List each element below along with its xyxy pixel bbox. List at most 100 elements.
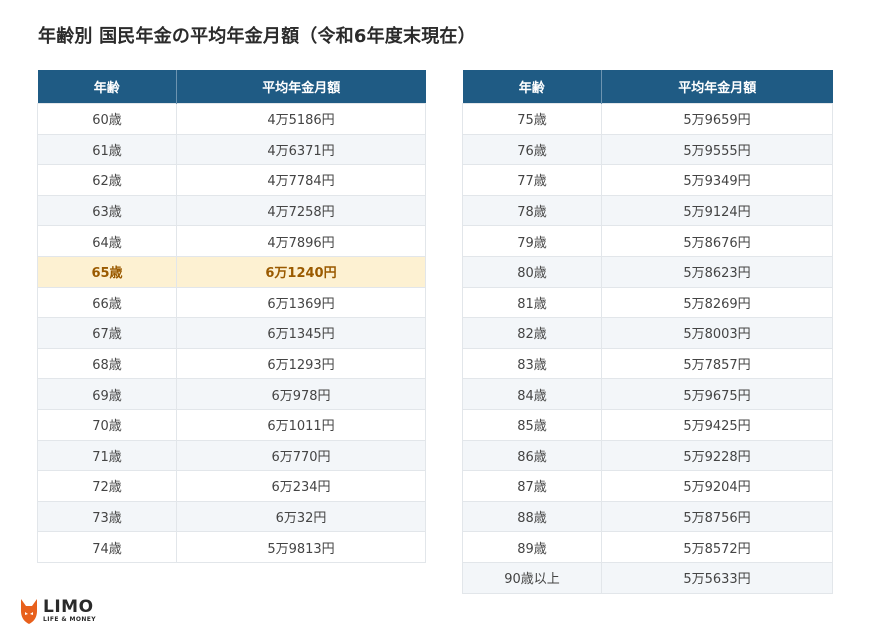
amount-cell: 6万1011円 xyxy=(176,408,426,441)
age-cell: 90歳以上 xyxy=(462,561,602,594)
age-cell: 88歳 xyxy=(462,500,602,533)
table-row: 64歳 4万7896円 xyxy=(37,225,426,257)
amount-cell: 4万7896円 xyxy=(176,225,426,257)
table-row: 67歳 6万1345円 xyxy=(37,317,426,349)
table-row-highlighted: 65歳 6万1240円 xyxy=(37,255,426,288)
amount-cell: 5万9425円 xyxy=(601,408,833,441)
amount-cell: 5万9124円 xyxy=(601,194,833,227)
amount-cell: 5万9349円 xyxy=(601,164,833,196)
amount-cell: 6万770円 xyxy=(176,439,426,472)
amount-cell: 6万1369円 xyxy=(176,286,426,319)
table-row: 73歳 6万32円 xyxy=(37,500,426,533)
age-cell: 70歳 xyxy=(37,408,177,441)
table-row: 80歳 5万8623円 xyxy=(462,255,833,288)
amount-cell: 5万9813円 xyxy=(176,531,426,563)
age-cell: 78歳 xyxy=(462,194,602,227)
column-header-amount: 平均年金月額 xyxy=(601,70,833,104)
amount-cell: 4万7784円 xyxy=(176,164,426,196)
table-row: 69歳 6万978円 xyxy=(37,378,426,410)
page-title: 年齢別 国民年金の平均年金月額（令和6年度末現在） xyxy=(38,26,476,47)
table-row: 71歳 6万770円 xyxy=(37,439,426,472)
logo-name: LIMO xyxy=(43,597,94,617)
table-row: 62歳 4万7784円 xyxy=(37,164,426,196)
table-row: 87歳 5万9204円 xyxy=(462,470,833,502)
age-cell: 61歳 xyxy=(37,133,177,166)
amount-cell: 5万8269円 xyxy=(601,286,833,319)
amount-cell: 5万9659円 xyxy=(601,103,833,135)
age-cell: 76歳 xyxy=(462,133,602,166)
age-cell: 66歳 xyxy=(37,286,177,319)
amount-cell: 5万9204円 xyxy=(601,470,833,502)
table-row: 78歳 5万9124円 xyxy=(462,194,833,227)
column-header-amount: 平均年金月額 xyxy=(176,70,426,104)
age-cell: 85歳 xyxy=(462,408,602,441)
amount-cell: 5万8756円 xyxy=(601,500,833,533)
age-cell: 84歳 xyxy=(462,378,602,410)
age-cell: 89歳 xyxy=(462,531,602,563)
table-row: 83歳 5万7857円 xyxy=(462,347,833,380)
table-row: 85歳 5万9425円 xyxy=(462,408,833,441)
amount-cell: 5万9228円 xyxy=(601,439,833,472)
table-row: 81歳 5万8269円 xyxy=(462,286,833,319)
amount-cell: 5万8572円 xyxy=(601,531,833,563)
amount-cell: 4万7258円 xyxy=(176,194,426,227)
age-cell: 75歳 xyxy=(462,103,602,135)
age-cell: 63歳 xyxy=(37,194,177,227)
age-cell: 60歳 xyxy=(37,103,177,135)
age-cell: 83歳 xyxy=(462,347,602,380)
age-cell: 74歳 xyxy=(37,531,177,563)
amount-cell: 5万8676円 xyxy=(601,225,833,257)
amount-cell: 5万8003円 xyxy=(601,317,833,349)
amount-cell: 6万32円 xyxy=(176,500,426,533)
age-cell: 73歳 xyxy=(37,500,177,533)
table-row: 90歳以上 5万5633円 xyxy=(462,561,833,594)
table-row: 82歳 5万8003円 xyxy=(462,317,833,349)
amount-cell: 4万5186円 xyxy=(176,103,426,135)
table-row: 76歳 5万9555円 xyxy=(462,133,833,166)
amount-cell: 6万978円 xyxy=(176,378,426,410)
table-row: 72歳 6万234円 xyxy=(37,470,426,502)
table-row: 79歳 5万8676円 xyxy=(462,225,833,257)
table-row: 63歳 4万7258円 xyxy=(37,194,426,227)
table-row: 68歳 6万1293円 xyxy=(37,347,426,380)
amount-cell: 6万1240円 xyxy=(176,255,426,288)
column-header-age: 年齢 xyxy=(37,70,177,104)
table-row: 74歳 5万9813円 xyxy=(37,531,426,563)
table-row: 61歳 4万6371円 xyxy=(37,133,426,166)
table-header-row: 年齢 平均年金月額 xyxy=(37,70,426,104)
age-cell: 62歳 xyxy=(37,164,177,196)
age-cell: 80歳 xyxy=(462,255,602,288)
age-cell: 69歳 xyxy=(37,378,177,410)
age-cell: 82歳 xyxy=(462,317,602,349)
table-row: 66歳 6万1369円 xyxy=(37,286,426,319)
limo-logo: LIMO LIFE & MONEY xyxy=(18,597,96,625)
age-cell: 79歳 xyxy=(462,225,602,257)
column-header-age: 年齢 xyxy=(462,70,602,104)
age-cell: 81歳 xyxy=(462,286,602,319)
table-row: 84歳 5万9675円 xyxy=(462,378,833,410)
age-cell: 67歳 xyxy=(37,317,177,349)
table-row: 75歳 5万9659円 xyxy=(462,103,833,135)
age-cell: 65歳 xyxy=(37,255,177,288)
table-row: 60歳 4万5186円 xyxy=(37,103,426,135)
amount-cell: 5万8623円 xyxy=(601,255,833,288)
amount-cell: 4万6371円 xyxy=(176,133,426,166)
amount-cell: 5万9675円 xyxy=(601,378,833,410)
age-cell: 86歳 xyxy=(462,439,602,472)
table-row: 77歳 5万9349円 xyxy=(462,164,833,196)
amount-cell: 6万234円 xyxy=(176,470,426,502)
pension-table-right: 年齢 平均年金月額 75歳 5万9659円 76歳 5万9555円 77歳 5万934… xyxy=(462,70,833,594)
pension-table-left: 年齢 平均年金月額 60歳 4万5186円 61歳 4万6371円 62歳 4万778… xyxy=(37,70,426,563)
table-row: 89歳 5万8572円 xyxy=(462,531,833,563)
amount-cell: 5万9555円 xyxy=(601,133,833,166)
table-row: 88歳 5万8756円 xyxy=(462,500,833,533)
age-cell: 64歳 xyxy=(37,225,177,257)
table-row: 70歳 6万1011円 xyxy=(37,408,426,441)
age-cell: 77歳 xyxy=(462,164,602,196)
age-cell: 68歳 xyxy=(37,347,177,380)
age-cell: 72歳 xyxy=(37,470,177,502)
fox-icon xyxy=(21,599,37,624)
table-header-row: 年齢 平均年金月額 xyxy=(462,70,833,104)
amount-cell: 6万1345円 xyxy=(176,317,426,349)
age-cell: 87歳 xyxy=(462,470,602,502)
